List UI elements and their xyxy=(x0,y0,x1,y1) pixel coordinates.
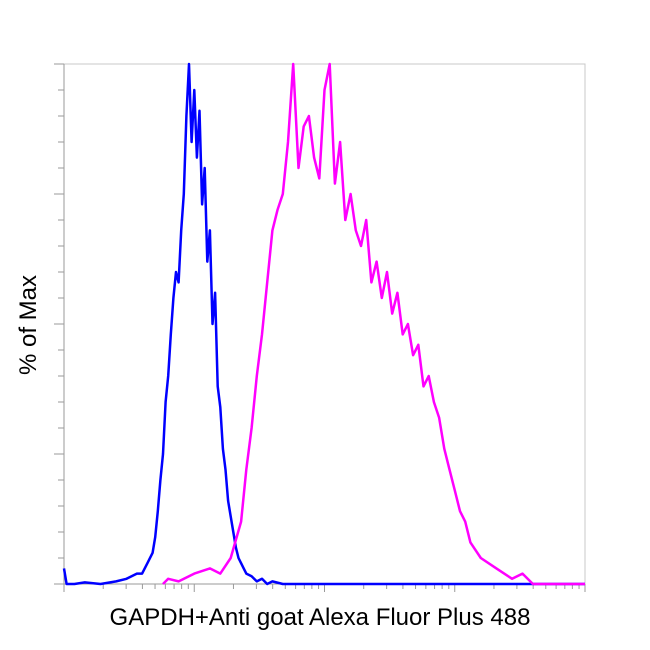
plot-frame xyxy=(63,63,586,585)
series-line-0 xyxy=(62,62,585,586)
series-line-1 xyxy=(162,62,585,586)
y-axis-label: % of Max xyxy=(15,275,42,375)
series-layer xyxy=(62,62,585,586)
plot-border xyxy=(63,63,586,585)
axis-ticks xyxy=(54,63,586,592)
x-axis-label: GAPDH+Anti goat Alexa Fluor Plus 488 xyxy=(110,604,531,631)
